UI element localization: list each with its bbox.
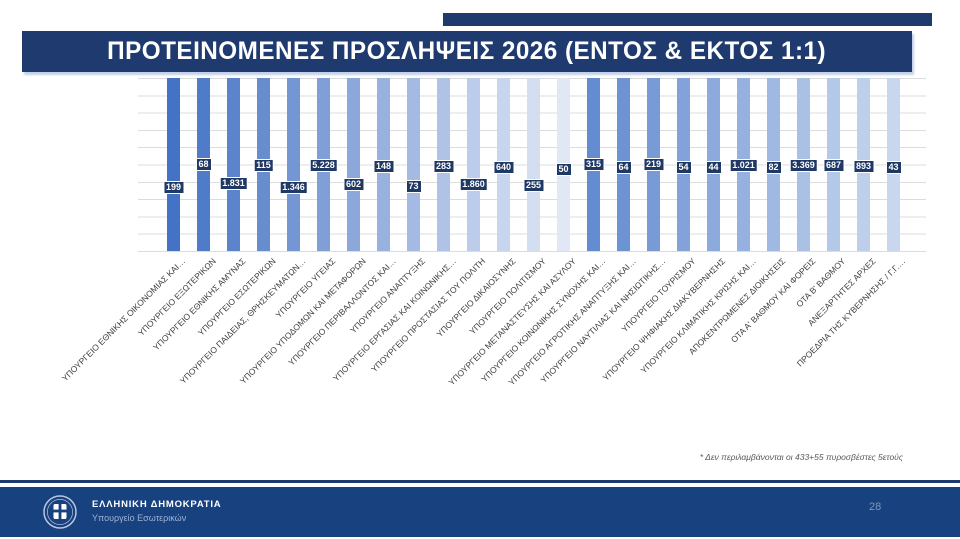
bar-value-label: 50 — [555, 163, 572, 176]
bar-value-label: 44 — [705, 161, 722, 174]
page-number: 28 — [869, 501, 882, 513]
bar-value-label: 640 — [492, 161, 515, 174]
bar-value-label: 115 — [253, 159, 274, 172]
bar-value-label: 43 — [885, 161, 902, 174]
bar-value-label: 283 — [432, 160, 455, 173]
footer-organization: ΕΛΛΗΝΙΚΗ ΔΗΜΟΚΡΑΤΙΑ — [92, 499, 222, 510]
x-axis-label: ΥΠΟΥΡΓΕΙΟ ΕΘΝΙΚΗΣ ΟΙΚΟΝΟΜΙΑΣ ΚΑΙ… — [60, 256, 188, 384]
bar-value-label: 148 — [372, 160, 395, 173]
bar — [467, 78, 480, 251]
bar-value-label: 219 — [642, 158, 665, 171]
bar-value-label: 5.228 — [309, 159, 338, 172]
footer-top-rule — [0, 480, 960, 483]
bar-value-label: 1.860 — [459, 178, 488, 191]
bar-value-label: 64 — [615, 161, 632, 174]
bar — [227, 78, 240, 251]
slide-title-banner: ΠΡΟΤΕΙΝΟΜΕΝΕΣ ΠΡΟΣΛΗΨΕΙΣ 2026 (ΕΝΤΟΣ & Ε… — [22, 31, 912, 72]
x-axis-label: ΠΡΟΕΔΡΙΑ ΤΗΣ ΚΥΒΕΡΝΗΣΗΣ / Γ.Γ.… — [794, 256, 908, 369]
bar-value-label: 687 — [822, 159, 845, 172]
bar — [287, 78, 300, 251]
bar — [407, 78, 420, 251]
bar-value-label: 68 — [195, 158, 212, 171]
bar-value-label: 255 — [522, 179, 545, 192]
bar-value-label: 73 — [405, 180, 422, 193]
bar-value-label: 3.369 — [789, 159, 818, 172]
chart-footnote: * Δεν περιλαμβάνονται οι 433+55 πυροσβέσ… — [699, 452, 903, 462]
bar-value-label: 54 — [675, 161, 692, 174]
bar-value-label: 82 — [765, 161, 782, 174]
bar — [167, 78, 180, 251]
bar — [347, 78, 360, 251]
bar-value-label: 602 — [342, 178, 365, 191]
greek-republic-emblem-icon — [43, 495, 77, 529]
bar-value-label: 199 — [162, 181, 185, 194]
slide-title: ΠΡΟΤΕΙΝΟΜΕΝΕΣ ΠΡΟΣΛΗΨΕΙΣ 2026 (ΕΝΤΟΣ & Ε… — [107, 37, 827, 65]
bar-value-label: 315 — [582, 158, 605, 171]
x-axis-label: ΥΠΟΥΡΓΕΙΟ ΠΕΡΙΒΑΛΛΟΝΤΟΣ ΚΑΙ… — [286, 256, 398, 368]
bar-value-label: 1.346 — [279, 181, 308, 194]
top-accent-bar — [443, 13, 932, 26]
bar-value-label: 893 — [852, 160, 875, 173]
footer-bar: ΕΛΛΗΝΙΚΗ ΔΗΜΟΚΡΑΤΙΑ Υπουργείο Εσωτερικών — [0, 487, 960, 537]
footer-department: Υπουργείο Εσωτερικών — [92, 513, 187, 523]
bar-value-label: 1.831 — [219, 177, 248, 190]
bar — [527, 78, 540, 251]
bar-value-label: 1.021 — [729, 159, 758, 172]
